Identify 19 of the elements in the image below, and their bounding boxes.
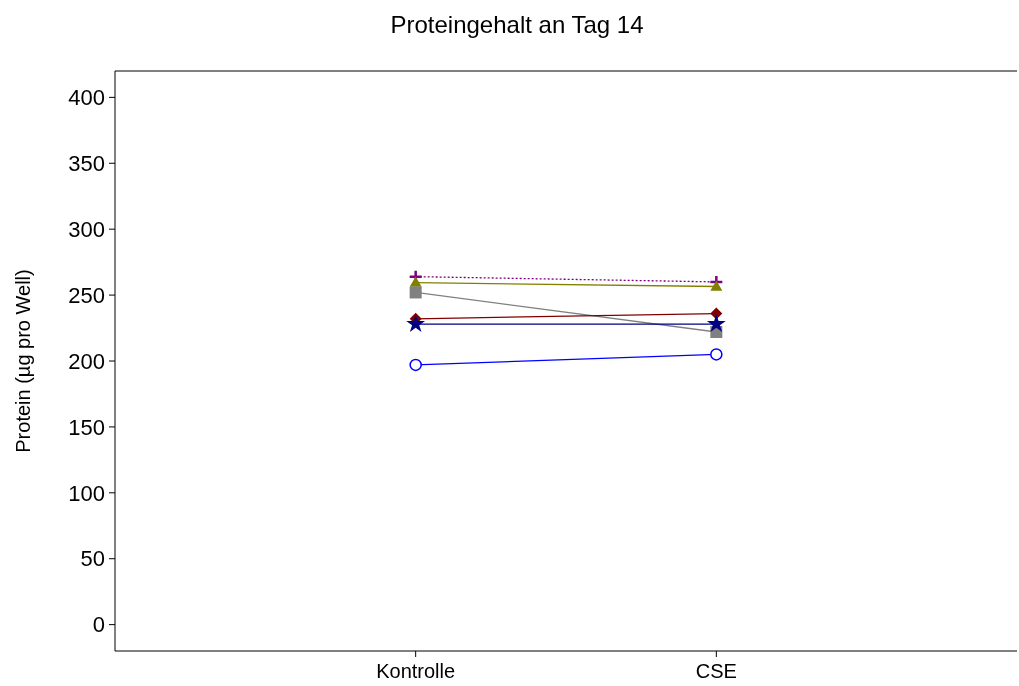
y-tick-label: 350 [68, 150, 105, 176]
y-tick-label: 50 [80, 546, 105, 572]
chart-title: Proteingehalt an Tag 14 [390, 11, 644, 38]
y-tick-label: 400 [68, 85, 105, 111]
y-tick-label: 250 [68, 282, 105, 308]
y-tick-label: 0 [92, 612, 105, 638]
point [409, 358, 422, 372]
y-tick-label: 200 [68, 348, 105, 374]
y-tick-label: 100 [68, 480, 105, 506]
y-tick-label: 300 [68, 216, 105, 242]
point [710, 307, 723, 320]
point [409, 286, 422, 299]
x-tick-label: Kontrolle [376, 660, 456, 682]
x-tick-label: CSE [695, 660, 737, 682]
y-tick-label: 150 [68, 414, 105, 440]
point [406, 314, 426, 333]
y-axis-title: Protein (µg pro Well) [12, 269, 34, 453]
point [706, 314, 726, 333]
point [710, 348, 723, 361]
